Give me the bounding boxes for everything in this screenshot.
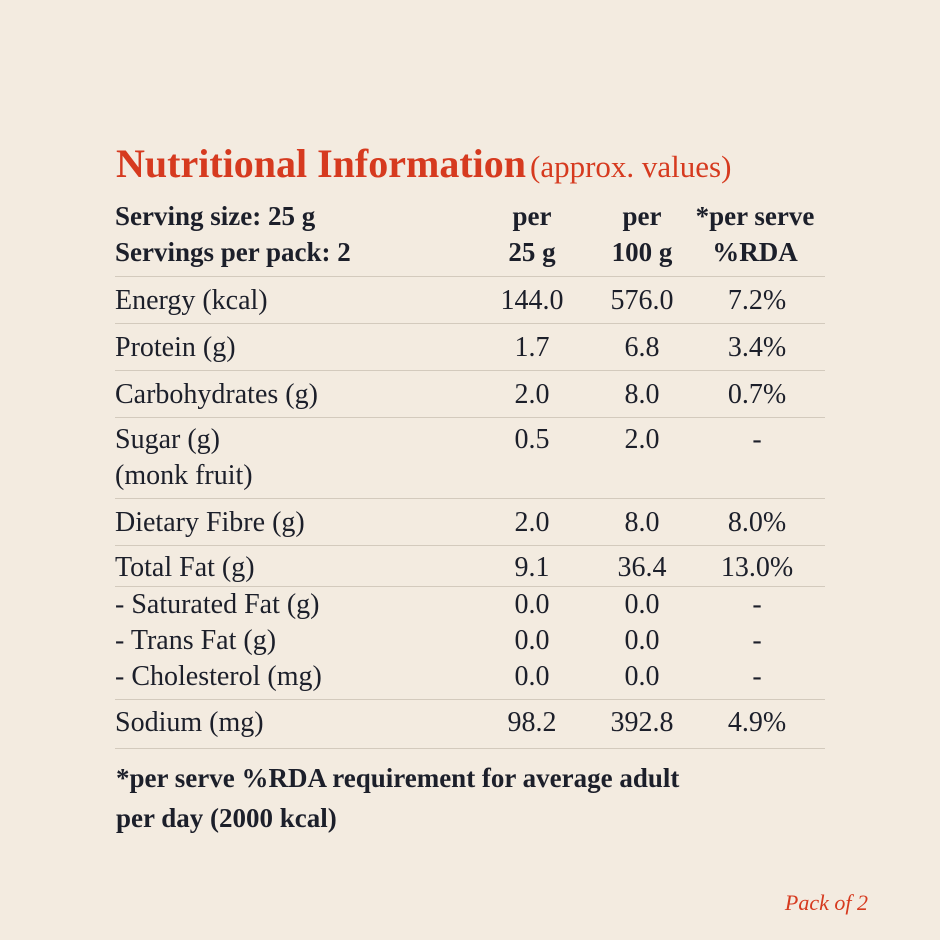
serving-size: Serving size: 25 g (115, 201, 316, 231)
value-per-100g: 6.8 (624, 332, 660, 363)
table-header: Serving size: 25 g Servings per pack: 2 … (115, 198, 825, 277)
value-per-serving: 2.0 (514, 507, 550, 538)
col-header-line: %RDA (712, 237, 798, 267)
row-label: Energy (kcal) (115, 285, 268, 316)
title-main: Nutritional Information (116, 141, 526, 186)
value-per-serving: 9.1 (514, 552, 550, 583)
table-row: Protein (g) 1.7 6.8 3.4% (115, 324, 825, 371)
fat-breakdown: - Saturated Fat (g) 0.0 0.0 - - Trans Fa… (115, 587, 825, 700)
value-rda: - (752, 625, 762, 656)
value-per-100g: 576.0 (610, 285, 674, 316)
row-label: - Saturated Fat (g) (115, 589, 320, 620)
value-per-serving: 98.2 (507, 707, 557, 738)
value-per-100g: 0.0 (624, 661, 660, 692)
row-label: Sodium (mg) (115, 707, 264, 738)
value-per-serving: 0.0 (514, 589, 550, 620)
row-label-note: (monk fruit) (115, 460, 253, 491)
table-row: Dietary Fibre (g) 2.0 8.0 8.0% (115, 499, 825, 546)
value-per-serving: 0.0 (514, 625, 550, 656)
value-per-serving: 2.0 (514, 379, 550, 410)
footnote-line: per day (2000 kcal) (116, 803, 337, 833)
row-label: - Trans Fat (g) (115, 625, 277, 656)
value-per-100g: 36.4 (617, 552, 667, 583)
value-rda: - (752, 424, 762, 455)
col-rda: *per serve %RDA (680, 198, 830, 270)
table-row: Sugar (g) (monk fruit) 0.5 2.0 - (115, 418, 825, 499)
value-per-100g: 8.0 (624, 379, 660, 410)
servings-per-pack: Servings per pack: 2 (115, 237, 351, 267)
value-per-100g: 8.0 (624, 507, 660, 538)
table-row: - Saturated Fat (g) 0.0 0.0 - (115, 587, 825, 623)
col-per-100g: per 100 g (587, 198, 697, 270)
col-header-line: 25 g (508, 237, 556, 267)
nutrition-table: Serving size: 25 g Servings per pack: 2 … (115, 198, 825, 749)
value-rda: 0.7% (727, 379, 787, 410)
row-label: Dietary Fibre (g) (115, 507, 305, 538)
row-label: Protein (g) (115, 332, 236, 363)
value-rda: 13.0% (720, 552, 794, 583)
row-label: Carbohydrates (g) (115, 379, 318, 410)
table-row: Sodium (mg) 98.2 392.8 4.9% (115, 700, 825, 749)
value-per-100g: 0.0 (624, 625, 660, 656)
value-per-100g: 2.0 (624, 424, 660, 455)
page-title: Nutritional Information (approx. values) (116, 140, 731, 187)
value-per-serving: 0.0 (514, 661, 550, 692)
col-header-line: 100 g (611, 237, 673, 267)
value-rda: 8.0% (727, 507, 787, 538)
value-per-100g: 392.8 (610, 707, 674, 738)
value-per-serving: 144.0 (500, 285, 564, 316)
value-rda: - (752, 661, 762, 692)
value-rda: 7.2% (727, 285, 787, 316)
table-row: - Trans Fat (g) 0.0 0.0 - (115, 623, 825, 659)
footnote-line: *per serve %RDA requirement for average … (116, 763, 680, 793)
row-label: Sugar (g) (115, 424, 220, 455)
col-per-25g: per 25 g (477, 198, 587, 270)
value-per-serving: 1.7 (514, 332, 550, 363)
value-rda: - (752, 589, 762, 620)
value-per-100g: 0.0 (624, 589, 660, 620)
row-label: Total Fat (g) (115, 552, 255, 583)
footnote: *per serve %RDA requirement for average … (116, 758, 679, 838)
row-label: - Cholesterol (mg) (115, 661, 322, 692)
table-row: - Cholesterol (mg) 0.0 0.0 - (115, 659, 825, 695)
pack-label: Pack of 2 (784, 890, 868, 915)
col-header-line: per (512, 201, 552, 231)
value-per-serving: 0.5 (514, 424, 550, 455)
value-rda: 4.9% (727, 707, 787, 738)
value-rda: 3.4% (727, 332, 787, 363)
table-row: Total Fat (g) 9.1 36.4 13.0% (115, 546, 825, 587)
col-header-line: *per serve (695, 201, 815, 231)
table-row: Energy (kcal) 144.0 576.0 7.2% (115, 277, 825, 324)
table-row: Carbohydrates (g) 2.0 8.0 0.7% (115, 371, 825, 418)
col-header-line: per (622, 201, 662, 231)
title-sub: (approx. values) (530, 149, 732, 184)
